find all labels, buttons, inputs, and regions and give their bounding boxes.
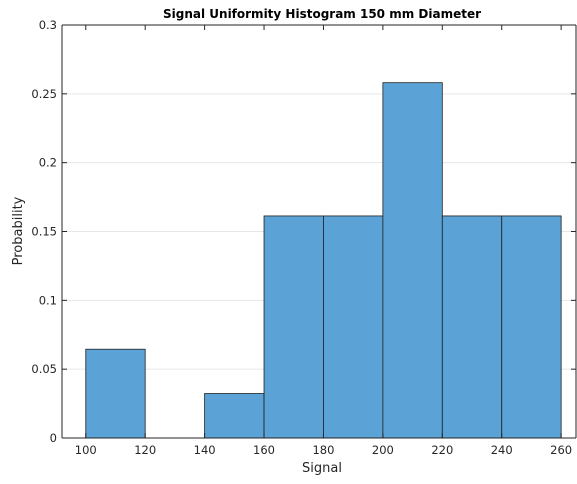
y-tick-label: 0 bbox=[50, 431, 57, 445]
y-tick-label: 0.05 bbox=[31, 362, 57, 376]
x-tick-label: 160 bbox=[253, 443, 275, 457]
histogram-bar bbox=[204, 393, 265, 439]
y-tick-label: 0.3 bbox=[39, 18, 57, 32]
histogram-bar bbox=[263, 215, 324, 439]
y-tick-label: 0.25 bbox=[31, 87, 57, 101]
x-tick-label: 180 bbox=[312, 443, 334, 457]
y-tick-label: 0.2 bbox=[39, 156, 57, 170]
ticks: 100 120 140 160 180 200 220 240 260 0 0.05 0.1 0.15 0… bbox=[31, 18, 576, 457]
x-axis-label: Signal bbox=[302, 461, 342, 476]
y-tick-label: 0.15 bbox=[31, 225, 57, 239]
x-tick-label: 100 bbox=[75, 443, 97, 457]
x-tick-label: 140 bbox=[194, 443, 216, 457]
x-tick-label: 200 bbox=[372, 443, 394, 457]
x-tick-label: 120 bbox=[134, 443, 156, 457]
y-tick-label: 0.1 bbox=[39, 293, 57, 307]
chart-title: Signal Uniformity Histogram 150 mm Diame… bbox=[163, 7, 481, 21]
bars bbox=[85, 82, 562, 439]
y-axis-label: Probability bbox=[11, 196, 26, 265]
histogram-bar bbox=[441, 215, 503, 439]
x-tick-label: 260 bbox=[550, 443, 572, 457]
histogram-bar bbox=[501, 215, 562, 439]
histogram-bar bbox=[382, 82, 443, 439]
x-tick-label: 220 bbox=[431, 443, 453, 457]
histogram-bar bbox=[323, 215, 384, 439]
histogram-bar bbox=[85, 348, 146, 439]
x-tick-label: 240 bbox=[491, 443, 513, 457]
